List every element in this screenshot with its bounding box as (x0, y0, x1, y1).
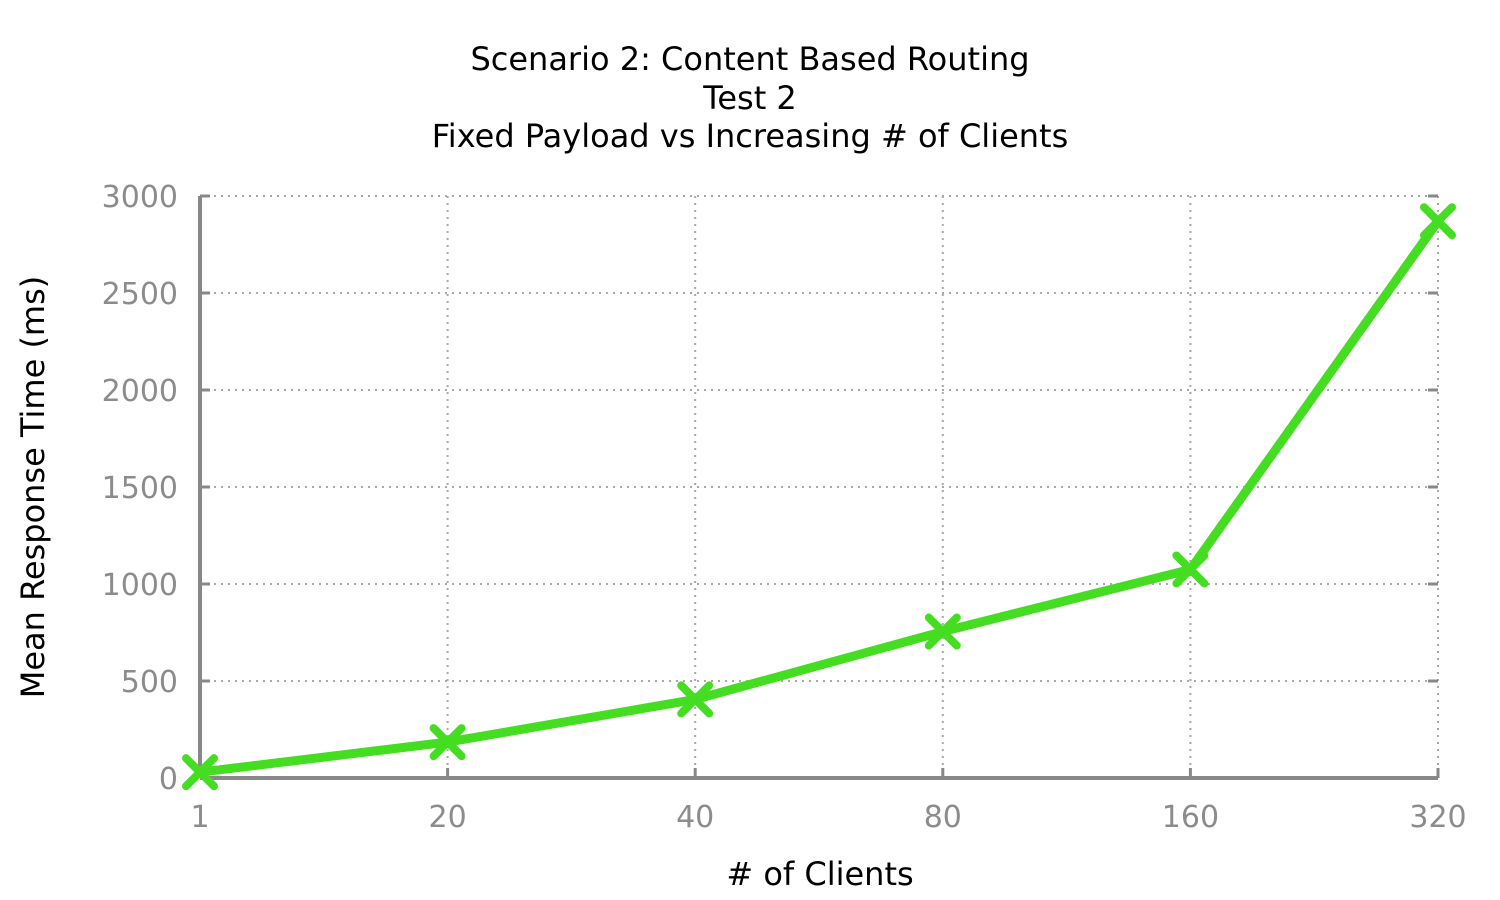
data-point-marker (677, 681, 714, 718)
x-tick-label: 160 (1162, 800, 1219, 835)
data-point-marker (429, 724, 466, 761)
chart-title-line-1: Scenario 2: Content Based Routing (470, 40, 1030, 78)
chart-title-line-3: Fixed Payload vs Increasing # of Clients (431, 117, 1069, 155)
y-tick-label: 2500 (102, 277, 178, 312)
x-tick-label: 320 (1409, 800, 1466, 835)
y-tick-label: 1000 (102, 568, 178, 603)
data-point-marker (1420, 203, 1456, 240)
x-tick-label: 20 (429, 800, 467, 835)
series (182, 203, 1456, 791)
x-tick-label: 1 (190, 800, 209, 835)
x-tick-label: 40 (676, 800, 714, 835)
x-axis-label: # of Clients (726, 855, 913, 893)
tick-labels: 0 500 1000 1500 2000 2500 3000 1 20 40 80 160 320 (102, 180, 1467, 835)
y-axis-label: Mean Response Time (ms) (14, 276, 52, 699)
chart-title-line-2: Test 2 (703, 79, 797, 117)
y-tick-label: 1500 (102, 471, 178, 506)
y-tick-label: 500 (121, 665, 178, 700)
data-point-marker (924, 613, 961, 650)
y-tick-label: 3000 (102, 180, 178, 215)
y-tick-label: 2000 (102, 374, 178, 409)
data-point-marker (182, 754, 218, 791)
series-line (195, 216, 1443, 777)
y-tick-label: 0 (159, 762, 178, 797)
data-point-marker (1172, 551, 1209, 588)
x-tick-label: 80 (924, 800, 962, 835)
